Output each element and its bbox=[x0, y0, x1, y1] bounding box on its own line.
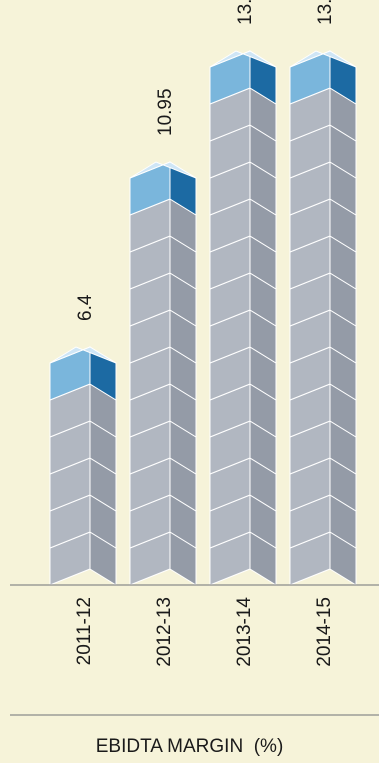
chart-title: EBIDTA MARGIN (%) bbox=[96, 736, 284, 757]
value-label: 13.50 bbox=[235, 0, 256, 25]
bars-layer bbox=[49, 50, 357, 586]
category-labels-layer: 2011-12 2012-13 2013-14 2014-15 bbox=[74, 597, 335, 667]
category-label: 2013-14 bbox=[234, 597, 255, 667]
bar-cap-top bbox=[289, 50, 357, 68]
bar-2013-14 bbox=[209, 50, 277, 586]
value-label: 6.4 bbox=[75, 294, 96, 321]
value-label: 13.63 bbox=[315, 0, 336, 25]
category-label: 2014-15 bbox=[314, 597, 335, 667]
value-labels-layer: 6.4 10.95 13.50 13.63 bbox=[75, 0, 336, 321]
bar-2012-13 bbox=[129, 161, 197, 586]
bar-cap-top bbox=[49, 346, 117, 364]
bar-2011-12 bbox=[49, 346, 117, 586]
bar-cap-top bbox=[129, 161, 197, 179]
bar-cap-top bbox=[209, 50, 277, 68]
bar-2014-15 bbox=[289, 50, 357, 586]
category-label: 2012-13 bbox=[154, 597, 175, 667]
category-label: 2011-12 bbox=[74, 597, 95, 665]
value-label: 10.95 bbox=[155, 88, 176, 136]
